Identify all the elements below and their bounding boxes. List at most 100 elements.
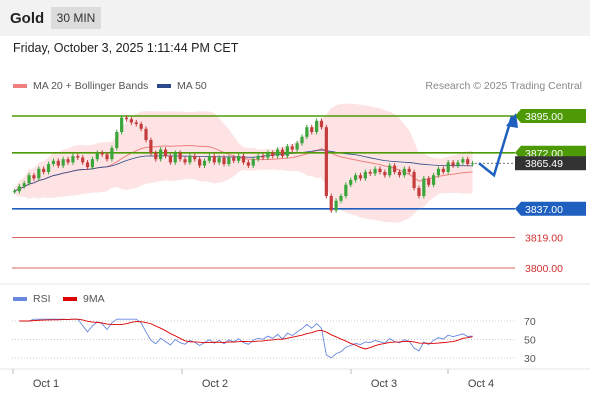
candle-body (329, 196, 333, 211)
candle-body (451, 162, 455, 166)
candle-body (441, 168, 445, 172)
candle-body (353, 175, 358, 180)
level-label: 3837.00 (525, 204, 563, 216)
candle-body (212, 156, 216, 163)
x-tick-label: Oct 1 (33, 378, 59, 390)
candle-body (358, 175, 363, 179)
candle-body (383, 172, 387, 176)
candle-body (124, 117, 129, 120)
header-bar: Gold 30 MIN (0, 0, 590, 36)
candle-body (115, 132, 119, 148)
candle-body (290, 146, 294, 150)
candle-body (412, 172, 416, 188)
candle-body (61, 159, 65, 166)
candle-body (280, 149, 285, 156)
candle-body (305, 127, 309, 137)
candle-body (427, 178, 431, 185)
candle-body (183, 159, 187, 163)
legend-ma50: MA 50 (157, 80, 207, 92)
9ma-swatch (63, 297, 77, 302)
candle-body (71, 156, 75, 163)
current-price-label: 3865.49 (525, 158, 563, 170)
x-tick-label: Oct 3 (371, 378, 397, 390)
rsi-line (19, 318, 473, 359)
candle-body (144, 128, 148, 140)
rsi-label: RSI (33, 293, 51, 305)
level-label: 3895.00 (525, 111, 563, 123)
candle-body (436, 168, 441, 176)
level-tag (515, 201, 586, 216)
candle-body (368, 172, 372, 174)
candle-body (202, 160, 207, 166)
candle-body (154, 152, 158, 160)
candle-body (466, 159, 470, 164)
candle-body (149, 140, 153, 153)
level-label: 3819.00 (525, 233, 563, 245)
candle-body (378, 168, 382, 172)
candle-body (295, 143, 299, 150)
candle-body (46, 164, 51, 172)
candle-body (95, 152, 99, 160)
9ma-label: 9MA (83, 293, 105, 305)
candle-body (129, 119, 134, 123)
candle-body (193, 156, 197, 160)
candle-body (76, 156, 80, 158)
projection-arrow (478, 115, 514, 178)
rsi-tick-label: 70 (524, 316, 536, 328)
ma50-label: MA 50 (177, 80, 207, 92)
candle-body (27, 175, 31, 184)
candle-body (168, 156, 172, 163)
legend-ma20: MA 20 + Bollinger Bands (13, 80, 148, 92)
ma20-label: MA 20 + Bollinger Bands (33, 80, 149, 92)
ma50-swatch (157, 84, 171, 89)
candle-body (310, 127, 314, 132)
candle-body (246, 162, 250, 166)
chart-datetime: Friday, October 3, 2025 1:11:44 PM CET (13, 41, 239, 55)
candle-body (461, 159, 465, 163)
candle-body (241, 156, 246, 163)
candle-body (251, 159, 255, 166)
candle-body (344, 184, 348, 196)
x-tick-label: Oct 2 (202, 378, 228, 390)
candle-body (163, 149, 168, 156)
level-label: 3800.00 (525, 263, 563, 275)
candle-body (134, 122, 138, 124)
legend-rsi: RSI (13, 293, 51, 305)
rsi-tick-label: 30 (524, 353, 536, 365)
candle-body (178, 152, 182, 160)
candle-body (256, 156, 260, 160)
candle-body (32, 175, 36, 179)
candle-body (237, 156, 241, 161)
candle-body (315, 120, 319, 132)
candle-body (373, 168, 377, 174)
candle-body (217, 157, 221, 163)
rsi-tick-label: 50 (524, 335, 536, 347)
candle-body (188, 156, 192, 163)
candle-body (276, 149, 280, 156)
candle-body (51, 160, 56, 164)
candle-body (85, 162, 90, 168)
candle-body (431, 175, 436, 185)
candle-body (388, 165, 392, 176)
candle-body (42, 168, 46, 172)
candle-body (100, 152, 104, 155)
candle-body (227, 157, 231, 164)
timeframe-badge[interactable]: 30 MIN (51, 7, 101, 29)
candle-body (261, 156, 265, 158)
rsi-swatch (13, 297, 27, 302)
x-tick-label: Oct 4 (468, 378, 494, 390)
projection-arrowhead (506, 113, 518, 128)
candle-body (470, 163, 475, 165)
candle-body (456, 162, 460, 166)
rsi-9ma-line (19, 318, 473, 350)
level-tag (515, 109, 586, 123)
candle-body (319, 120, 324, 128)
candle-body (159, 149, 163, 160)
candle-body (198, 159, 202, 166)
candle-body (266, 152, 270, 158)
candle-body (349, 180, 353, 185)
candle-body (422, 178, 426, 196)
candle-body (17, 186, 21, 192)
candle-body (22, 183, 26, 187)
